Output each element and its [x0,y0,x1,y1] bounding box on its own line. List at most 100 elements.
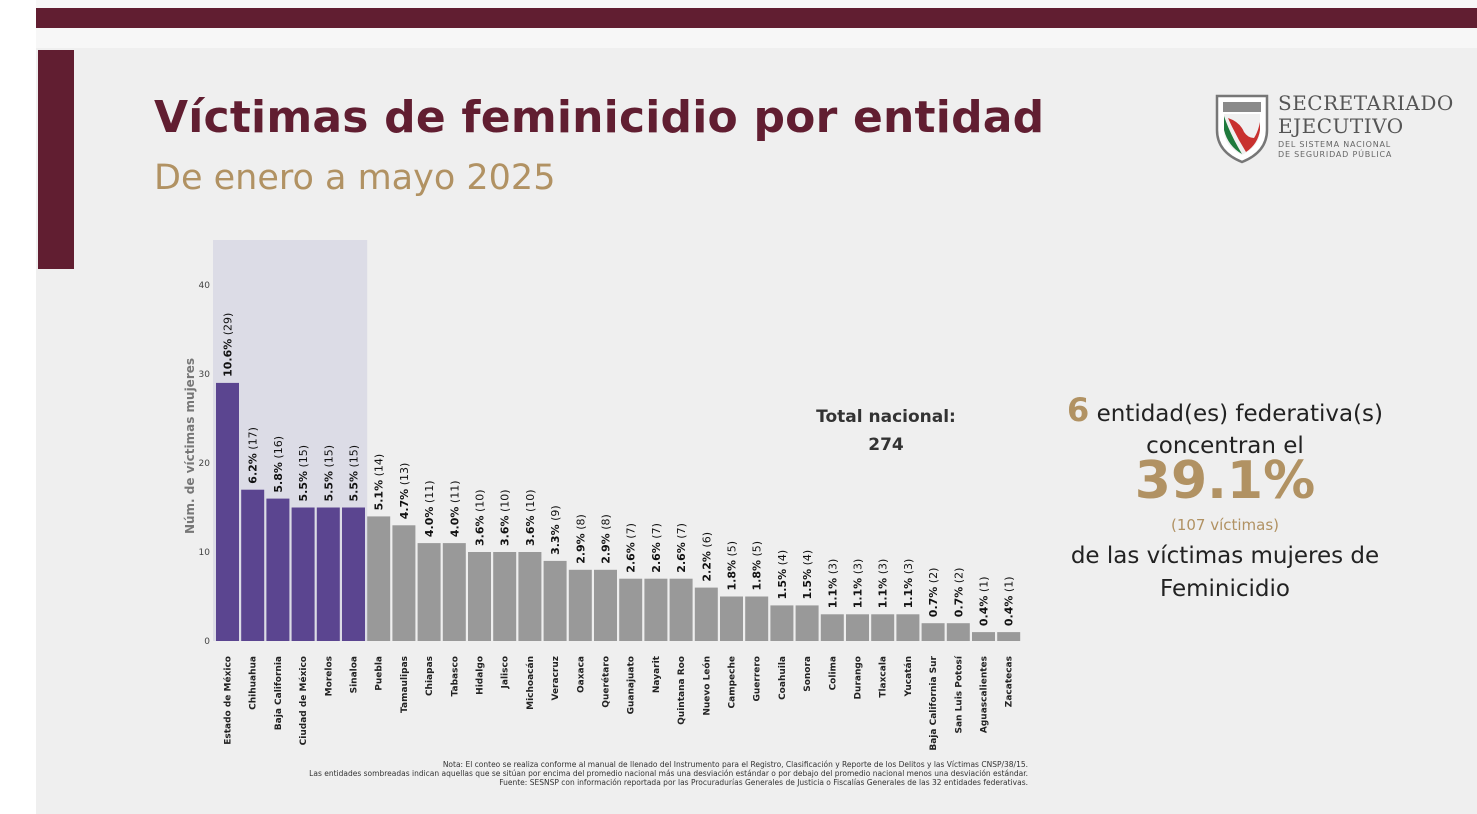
shield-logo-icon [1215,94,1269,164]
bar [619,578,643,641]
x-tick-label: Yucatán [904,656,914,697]
percent-label: 1.1% [852,578,865,609]
logo-line-3: DEL SISTEMA NACIONAL [1278,140,1392,149]
percent-label: 0.4% [1003,596,1016,627]
x-tick-label: Estado de México [223,656,234,745]
x-tick-label: Aguascalientes [980,656,990,733]
data-label: 1.1% (3) [877,559,890,609]
data-label: 2.6% (7) [675,523,688,573]
logo: SECRETARIADO EJECUTIVO DEL SISTEMA NACIO… [1214,92,1464,164]
logo-line-1: SECRETARIADO [1278,91,1454,115]
count-label: (5) [726,541,739,560]
bar [921,623,945,641]
stat-victims: (107 víctimas) [1170,516,1280,534]
bar [468,552,491,641]
count-label: (10) [524,489,537,515]
count-label: (15) [322,445,335,471]
data-label: 1.5% (4) [776,550,789,600]
x-tick-label: Nayarit [652,655,662,693]
count-label: (29) [222,313,235,339]
total-label: Total nacional: [816,407,956,427]
y-tick-label: 20 [199,459,211,469]
percent-label: 4.7% [398,489,411,520]
data-label: 4.7% (13) [398,463,411,520]
bar [392,525,416,641]
bar [669,578,693,641]
bar [644,578,668,641]
count-label: (13) [398,463,411,489]
x-tick-label: Tamaulipas [400,656,410,713]
data-label: 0.7% (2) [952,568,965,618]
x-tick-label: Durango [854,656,864,699]
data-label: 3.6% (10) [524,489,537,546]
x-tick-label: Nuevo León [701,656,712,716]
page-subtitle: De enero a mayo 2025 [154,158,556,198]
count-label: (15) [297,445,310,471]
stat-line-2: concentran el [1146,433,1304,459]
x-tick-label: Ciudad de México [298,656,309,745]
percent-label: 2.6% [625,542,638,573]
bar [367,516,391,641]
y-axis-label: Núm. de víctimas mujeres [183,358,197,534]
count-label: (7) [625,523,638,542]
value-labels: 10.6% (29)6.2% (17)5.8% (16)5.5% (15)5.5… [222,313,1016,626]
percent-label: 4.0% [448,507,461,538]
percent-label: 0.7% [927,587,940,618]
bar [442,543,466,641]
count-label: (3) [902,559,915,578]
count-label: (10) [499,489,512,515]
percent-label: 5.1% [373,480,386,511]
data-label: 5.8% (16) [272,436,285,493]
count-label: (11) [423,481,436,507]
percent-label: 3.6% [524,515,537,546]
stat-percent: 39.1% [1134,451,1316,511]
x-tick-label: Puebla [375,656,385,691]
x-tick-label: Sonora [803,656,813,692]
x-tick-label: Querétaro [601,656,612,708]
count-label: (7) [675,523,688,542]
percent-label: 1.5% [801,569,814,600]
bar [946,623,970,641]
bar [770,605,794,641]
data-label: 3.3% (9) [549,505,562,555]
y-tick-label: 10 [199,548,211,558]
page-title: Víctimas de feminicidio por entidad [154,92,1045,143]
percent-label: 1.8% [726,560,739,591]
stat-line-3: de las víctimas mujeres de [1070,543,1380,569]
x-tick-label: Baja California [274,656,284,730]
x-tick-label: Sinaloa [350,656,360,693]
x-tick-label: Guanajuato [627,656,637,714]
x-tick-label: Coahuila [778,656,788,700]
bar [518,552,542,641]
y-tick-label: 0 [204,637,210,647]
y-tick-label: 30 [199,370,211,380]
data-label: 5.1% (14) [373,454,386,511]
data-label: 1.1% (3) [826,559,839,609]
bar [543,560,567,641]
data-label: 3.6% (10) [499,489,512,546]
percent-label: 2.9% [574,533,587,564]
bar [266,498,290,641]
bar [216,382,239,641]
x-tick-label: San Luis Potosí [954,655,964,733]
logo-line-4: DE SEGURIDAD PÚBLICA [1278,150,1393,159]
bar [896,614,920,641]
bar [745,596,769,641]
count-label: (3) [852,559,865,578]
total-value: 274 [868,435,904,455]
bar [594,569,617,641]
count-label: (3) [877,559,890,578]
data-label: 1.8% (5) [751,541,764,591]
x-tick-label: Colima [828,656,838,690]
x-tick-label: Tabasco [450,656,460,696]
percent-label: 4.0% [423,507,436,538]
x-tick-label: Tlaxcala [879,656,889,698]
bar [694,587,718,641]
count-label: (7) [650,523,663,542]
data-label: 2.9% (8) [600,514,613,564]
count-label: (4) [776,550,789,569]
count-label: (3) [826,559,839,578]
bar [846,614,869,641]
count-label: (15) [348,445,361,471]
count-label: (8) [574,514,587,533]
